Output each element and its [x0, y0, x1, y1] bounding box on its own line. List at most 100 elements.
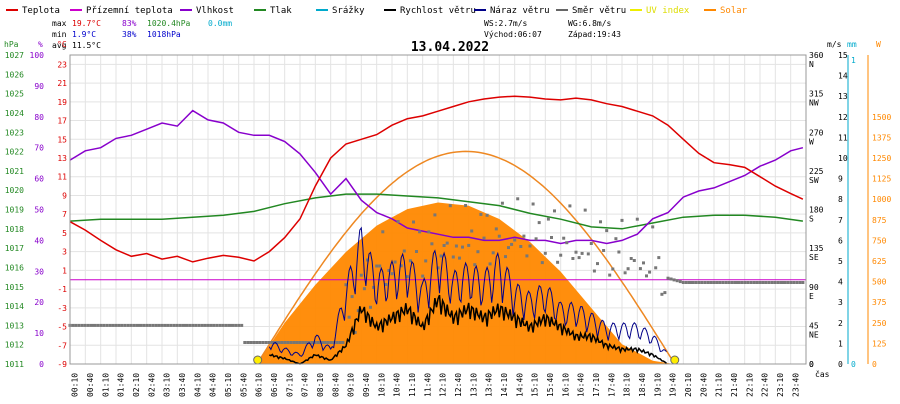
- stats-block: max 19.7°C 83% 1020.4hPa 0.0mm min 1.9°C…: [52, 19, 232, 50]
- axis-tick-dir: 315: [809, 90, 824, 99]
- wind-dir-point: [540, 261, 544, 265]
- wind-dir-point: [752, 281, 756, 284]
- wind-info: WS:2.7m/s WG:6.8m/s Východ:06:07 Západ:1…: [484, 19, 621, 39]
- wind-dir-point: [295, 341, 299, 344]
- time-tick: 06:40: [270, 373, 279, 397]
- axis-tick-mm: 1: [851, 56, 856, 65]
- wind-dir-point: [185, 323, 188, 327]
- wind-dir-point: [261, 341, 265, 344]
- x-axis-label: čas: [815, 369, 830, 379]
- wind-dir-point: [160, 323, 164, 327]
- time-tick: 10:10: [377, 373, 386, 397]
- wind-dir-point: [513, 238, 517, 242]
- wind-dir-point: [635, 217, 639, 221]
- wind-dir-point: [669, 277, 673, 281]
- axis-tick-pct: 30: [34, 267, 44, 276]
- wind-dir-point: [749, 281, 753, 284]
- axis-tick-hpa: 1027: [5, 51, 24, 60]
- time-tick: 02:10: [132, 373, 141, 397]
- wind-dir-point: [675, 279, 679, 283]
- time-tick: 13:40: [485, 373, 494, 397]
- wind-dir-point: [166, 323, 170, 327]
- wind-dir-point: [727, 281, 731, 284]
- time-tick: 19:40: [669, 373, 678, 397]
- time-tick: 23:10: [776, 373, 785, 397]
- wind-dir-point: [304, 341, 308, 344]
- axis-tick-hpa: 1024: [5, 109, 24, 118]
- axis-tick-w: 1375: [872, 133, 891, 142]
- wind-dir-point: [734, 281, 737, 284]
- axis-tick-temp: -7: [57, 341, 67, 350]
- wind-dir-point: [424, 259, 428, 263]
- wind-dir-point: [120, 323, 124, 327]
- time-tick: 09:40: [362, 373, 371, 397]
- time-tick: 11:40: [423, 373, 432, 397]
- time-tick: 03:40: [178, 373, 187, 397]
- wind-dir-point: [681, 281, 685, 284]
- wind-dir-point: [105, 323, 109, 327]
- axis-tick-temp: 15: [57, 135, 67, 144]
- axis-tick-pct: 90: [34, 82, 44, 91]
- axis-tick-temp: -1: [57, 285, 67, 294]
- wind-dir-point: [178, 323, 182, 327]
- wind-dir-point: [292, 341, 296, 344]
- time-tick: 16:10: [561, 373, 570, 397]
- wind-dir-point: [700, 281, 704, 284]
- wind-dir-point: [458, 256, 461, 260]
- axis-tick-ms: 12: [838, 113, 848, 122]
- time-tick: 21:40: [730, 373, 739, 397]
- wind-dir-point: [390, 272, 394, 276]
- wind-dir-point: [550, 236, 553, 239]
- wind-dir-point: [267, 341, 271, 344]
- wind-dir-point: [546, 217, 550, 221]
- legend-label: UV index: [646, 6, 690, 16]
- wind-dir-point: [191, 323, 195, 327]
- wind-dir-point: [684, 281, 688, 284]
- axis-tick-hpa: 1011: [5, 360, 24, 369]
- axis-tick-temp: 1: [62, 266, 67, 275]
- legend-label: Srážky: [332, 6, 365, 16]
- axis-tick-hpa: 1016: [5, 263, 24, 272]
- wind-dir-point: [568, 204, 572, 208]
- time-tick: 05:10: [224, 373, 233, 397]
- wind-dir-point: [439, 254, 443, 258]
- wind-dir-point: [163, 323, 167, 327]
- axis-tick-pct: 60: [34, 175, 44, 184]
- wind-dir-point: [132, 323, 136, 327]
- wind-dir-point: [620, 218, 624, 222]
- wind-dir-point: [657, 256, 661, 260]
- axis-tick-dir-label: SE: [809, 253, 819, 262]
- stats-min-hum: 38%: [122, 30, 137, 39]
- wind-dir-point: [313, 341, 317, 344]
- wind-dir-point: [614, 237, 618, 241]
- wind-dir-point: [172, 323, 176, 327]
- wind-dir-point: [780, 281, 783, 284]
- axis-tick-pct: 0: [39, 360, 44, 369]
- wind-dir-point: [142, 323, 146, 327]
- series-humidity: [69, 109, 804, 245]
- wind-dir-point: [252, 341, 256, 344]
- wind-dir-point: [663, 291, 667, 295]
- wind-dir-point: [218, 323, 222, 327]
- wind-dir-point: [507, 246, 510, 250]
- wind-wg: WG:6.8m/s: [568, 19, 612, 28]
- wind-dir-point: [773, 281, 777, 284]
- wind-dir-point: [645, 274, 648, 278]
- wind-dir-point: [801, 281, 805, 284]
- wind-dir-point: [706, 281, 710, 284]
- wind-dir-point: [697, 281, 701, 284]
- wind-dir-point: [476, 250, 480, 254]
- wind-dir-point: [320, 341, 323, 344]
- time-tick: 08:40: [331, 373, 340, 397]
- plot-frame: [69, 54, 807, 365]
- axis-tick-ms: 5: [838, 257, 843, 266]
- wind-dir-point: [243, 341, 247, 344]
- wind-dir-point: [182, 323, 185, 327]
- axis-tick-pct: 50: [34, 206, 44, 215]
- wind-dir-point: [86, 323, 90, 327]
- wind-dir-point: [565, 241, 569, 245]
- axis-tick-ms: 9: [838, 175, 843, 184]
- wind-dir-point: [280, 341, 284, 344]
- wind-dir-point: [500, 201, 504, 205]
- wind-dir-point: [224, 323, 228, 327]
